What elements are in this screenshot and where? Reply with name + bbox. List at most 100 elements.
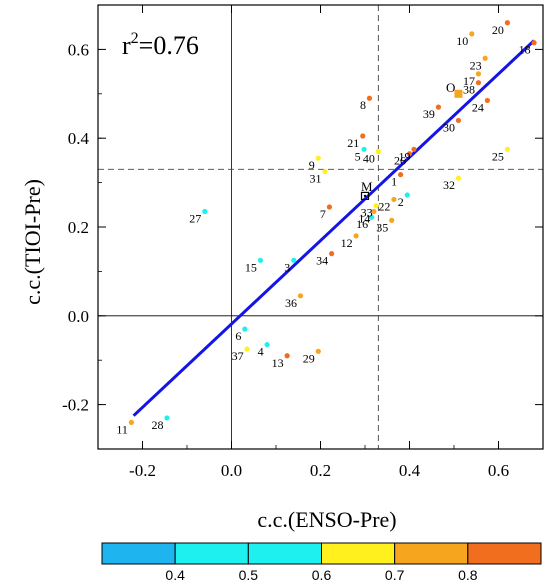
x-tick-label: -0.2 [129,461,156,480]
data-point [297,293,304,299]
regression-line [132,39,536,417]
data-point-label: 22 [378,199,390,213]
data-point [435,104,442,110]
data-point [375,148,381,155]
data-point [373,203,379,209]
data-point [398,172,404,178]
colorbar-segment [101,542,176,565]
data-point [257,257,264,263]
data-point-label: 24 [472,100,484,114]
y-tick-label: 0.6 [68,40,89,59]
data-point [404,192,410,198]
data-point-label: 33 [361,206,373,220]
r-squared-annotation: r2=0.76 [122,30,199,60]
data-point-label: 39 [423,107,435,121]
data-point [164,415,170,421]
colorbar-segment [394,542,469,565]
colorbar-tick-label: 0.8 [458,567,478,583]
x-tick-label: 0.4 [399,461,421,480]
data-point [411,146,417,152]
data-point-label: 36 [285,296,297,310]
data-point [469,31,475,37]
y-tick-label: -0.2 [62,396,89,415]
r-squared-superscript: 2 [131,30,139,47]
data-point-label: 12 [341,236,353,250]
data-point [322,168,328,175]
colorbar-segment [174,542,249,565]
data-point-label: 28 [151,418,163,432]
y-tick-label: 0.4 [68,129,90,148]
data-point-label: 38 [463,83,475,97]
data-point-label: 2 [398,195,404,209]
axis-ticks: -0.2 0.0 0.2 0.4 0.6 -0.2 0.0 0.2 0.4 0.6 [62,4,544,480]
observation-point-marker [454,89,463,98]
data-point-label: 27 [189,211,201,225]
data-point-label: 14 [358,211,370,225]
data-point [504,146,510,152]
data-point-label: 6 [235,329,241,343]
r-squared-value: =0.76 [139,31,199,60]
data-point-label: 30 [443,120,455,134]
data-point [389,217,395,223]
data-point [475,71,482,77]
data-point-label: 18 [519,43,531,57]
x-axis-label: c.c.(ENSO-Pre) [257,507,396,532]
point-labels: 1234567891011121314151617181920212223242… [116,23,530,437]
data-point-label: 34 [316,254,328,268]
data-point-label: 3 [284,260,290,274]
data-point-label: 5 [355,149,361,163]
data-point [366,95,373,101]
data-point [202,208,208,215]
colorbar: 0.4 0.5 0.6 0.7 0.8 [101,542,542,583]
data-point-label: 37 [232,349,244,363]
data-point [242,326,248,332]
observation-point-label: O [446,80,455,95]
data-point-label: 4 [258,345,264,359]
data-point [353,233,359,239]
data-point [315,348,321,354]
data-point-label: 25 [492,149,504,163]
data-point [326,204,332,210]
reference-lines [98,5,543,449]
data-point [484,97,490,104]
data-point-label: 40 [363,152,375,166]
data-point-label: 13 [272,356,284,370]
data-point-label: 10 [456,34,468,48]
data-point [315,155,321,161]
data-point-label: 8 [360,98,366,112]
data-point-label: 16 [356,217,368,231]
x-tick-label: 0.6 [488,461,509,480]
data-point [264,342,270,348]
data-point [504,20,510,26]
data-point-label: 20 [492,23,504,37]
y-tick-label: 0.2 [68,218,89,237]
x-tick-label: 0.2 [310,461,331,480]
data-point-label: 7 [320,207,326,221]
regression-line-group [132,39,536,417]
mean-point-center [363,194,367,198]
colorbar-tick-label: 0.5 [239,567,259,583]
data-point-label: 9 [309,158,315,172]
data-point-label: 21 [347,136,359,150]
data-point-label: 19 [398,149,410,163]
mean-point-marker [360,191,370,201]
r-squared-base: r [122,31,131,60]
data-point-label: 1 [391,175,397,189]
data-point-label: 31 [309,172,321,186]
data-point-label: 35 [376,220,388,234]
data-point-label: 11 [116,422,128,436]
data-point [455,175,462,181]
colorbar-tick-label: 0.7 [385,567,405,583]
data-point [371,208,377,215]
data-point [284,353,290,359]
data-point-label: 15 [245,260,257,274]
data-point-label: 26 [394,154,406,168]
data-point [128,419,134,425]
colorbar-segment [247,542,322,565]
x-tick-label: 0.0 [221,461,242,480]
colorbar-segment [321,542,396,565]
data-point [369,214,375,220]
data-point [361,146,367,152]
data-point [244,346,250,352]
